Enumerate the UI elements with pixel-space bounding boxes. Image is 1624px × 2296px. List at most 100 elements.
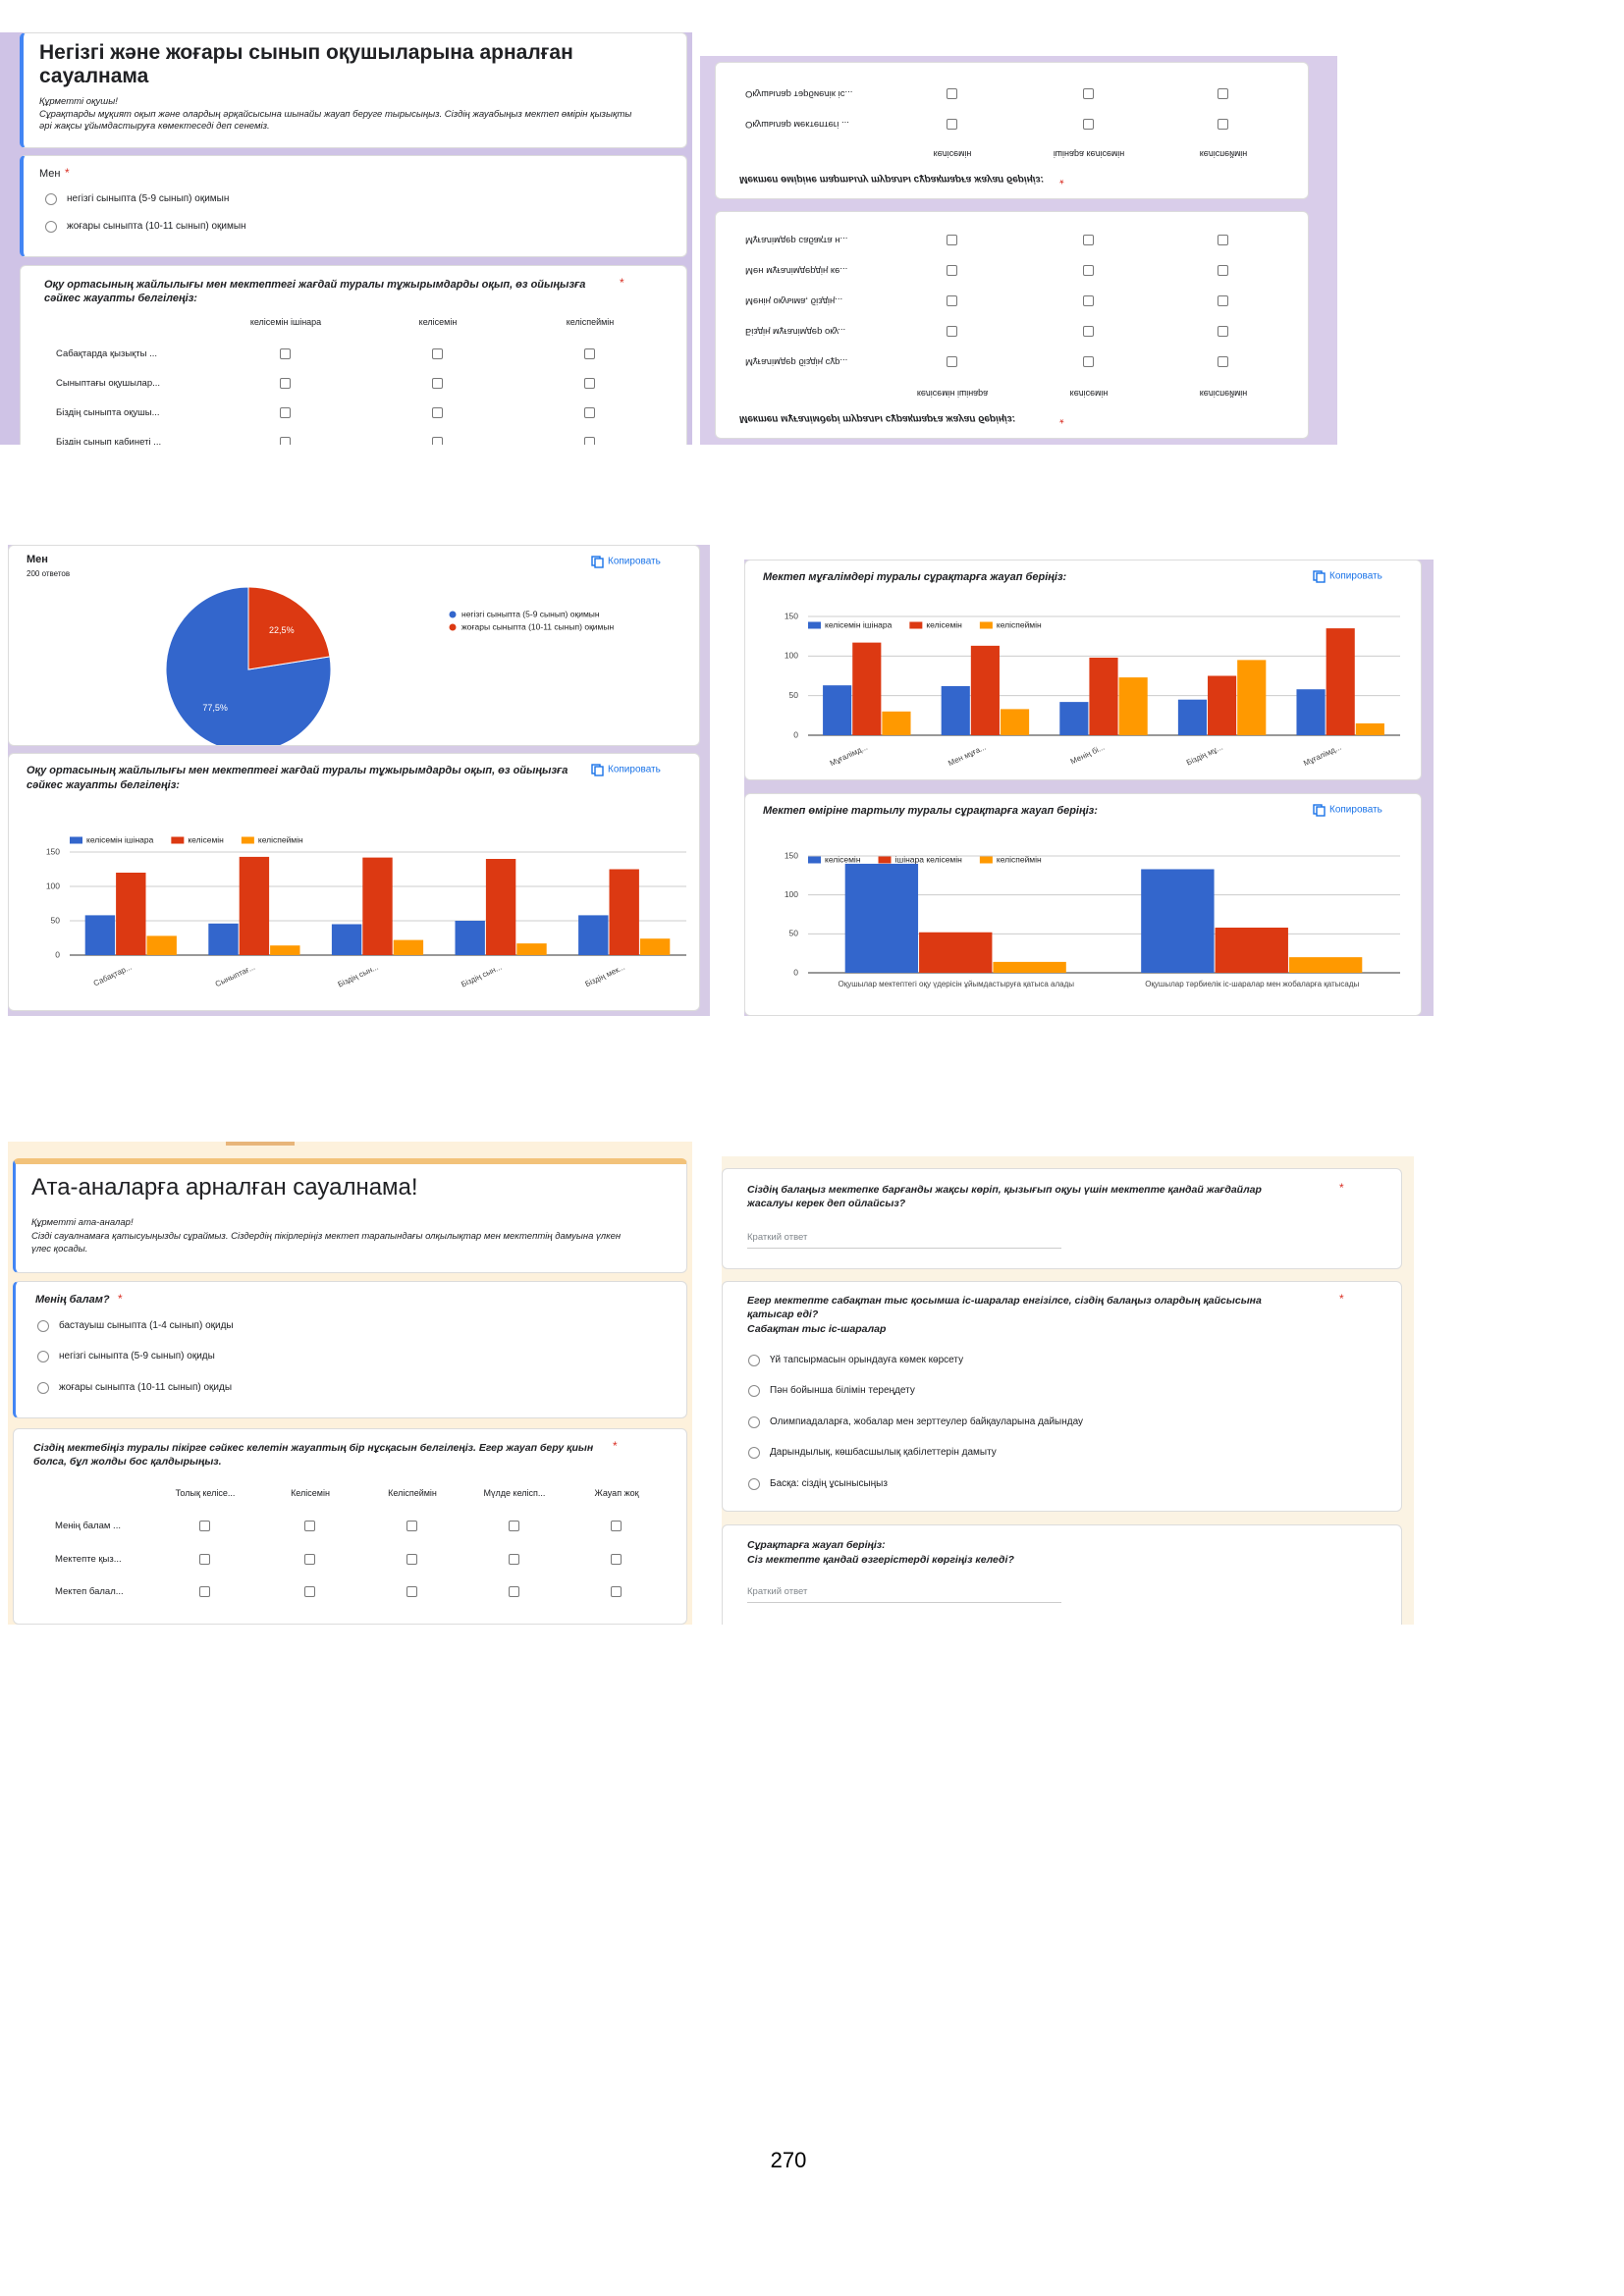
checkbox [1083,119,1094,130]
bar [455,921,485,955]
legend-marker [171,836,185,844]
option-label: Басқа: сіздің ұсынысыңыз [770,1478,888,1489]
bar [852,642,882,735]
checkbox [280,378,291,389]
chart-subtitle: 200 ответов [27,569,71,578]
greeting: Құрметті оқушы! [39,96,118,107]
legend-label: жоғары сыныпта (10-11 сынып) оқимын [461,621,614,631]
radio-button [37,1320,49,1332]
form-card: Мен * негізгі сыныпта (5-9 сынып) оқимын жо… [20,155,687,257]
question-label: Сіздің балаңыз мектепке барғанды жақсы к… [747,1184,1262,1209]
bar [116,873,146,955]
row-label: Оқушылар мектептегі ... [745,119,849,130]
data-label: 77,5% [202,703,228,713]
option-label: жоғары сыныпта (10-11 сынып) оқимын [67,221,246,232]
form-card: Оқу ортасының жайлылығы мен мектептегі ж… [20,265,687,445]
bar [993,961,1066,973]
question-subtitle: Сабақтан тыс іс-шаралар [747,1323,887,1335]
x-tick-label: Біздің сын... [337,963,380,989]
y-tick-label: 50 [51,915,61,925]
checkbox [1218,235,1228,245]
bar [1215,927,1288,973]
checkbox [280,407,291,418]
bar [1177,699,1208,735]
y-tick-label: 0 [793,729,798,739]
screenshot: Копировать 0 50 100 150 келісемін ішінара келі… [744,560,1434,1016]
option-label: негізгі сыныпта (5-9 сынып) оқиды [59,1351,215,1362]
question-label: Мен [39,168,61,180]
checkbox [509,1586,519,1597]
option-label: Үй тапсырмасын орындауға көмек көрсету [770,1355,964,1365]
checkbox [304,1553,315,1565]
copy-icon [1316,572,1326,583]
column-label: келісемін ішінара [916,389,989,399]
bar [1288,957,1363,973]
copy-button[interactable]: Копировать [608,557,661,567]
y-tick-label: 0 [55,949,60,959]
y-tick-label: 150 [46,846,60,856]
chart-title: Мектеп өміріне тартылу туралы сұрақтарға… [763,805,1098,817]
bar [270,945,300,955]
description: Сұрақтарды мұқият оқып және олардың әрқа… [39,109,632,132]
checkbox [947,235,957,245]
bar [823,685,852,735]
checkbox [304,1586,315,1597]
row-label: Мұғалімдер біздің сұр... [745,356,848,367]
radio-button [748,1355,760,1366]
bar [516,943,547,955]
checkbox [947,295,957,306]
copy-button[interactable]: Копировать [608,765,661,775]
radio-button [748,1416,760,1428]
checkbox [199,1586,210,1597]
x-tick-label: Сабақтар... [92,963,134,988]
checkbox [1083,88,1094,99]
column-label: Келісемін [291,1488,330,1498]
checkbox [947,326,957,337]
required-mark: * [1339,1292,1344,1306]
checkbox [947,265,957,276]
row-label: Біздің сыныпта оқушы... [56,407,160,418]
radio-button [37,1382,49,1394]
row-label: Оқушылар тәрбиелік іс... [745,88,853,99]
checkbox [280,348,291,359]
legend-label: келіспеймін [258,834,303,844]
greeting: Құрметті ата-аналар! [31,1217,134,1228]
chart: Копировать 77,5% негізгі сыныпта (5-9 сыны… [165,556,661,745]
checkbox [1083,235,1094,245]
form-card: Сіздің балаңыз мектепке барғанды жақсы к… [722,1168,1402,1269]
question-label: Мектеп өміріне тартылу туралы сұрақтарға… [739,174,1044,185]
checkbox [406,1521,417,1531]
bar [208,923,239,955]
form-card: Копировать 0 50 100 150 келісемін ішінара келі… [744,793,1422,1016]
checkbox [584,407,595,418]
required-mark: * [1339,1181,1344,1195]
column-label: келісемін ішінара [249,317,322,327]
row-label: Мектеп балал... [55,1586,124,1597]
y-tick-label: 0 [793,967,798,977]
y-tick-label: 50 [789,929,799,938]
radio-button [45,221,57,233]
checkbox [432,437,443,445]
row-label: Мектепте қыз... [55,1553,122,1565]
option-label: бастауыш сыныпта (1-4 сынып) оқиды [59,1320,234,1331]
y-tick-label: 100 [46,881,60,890]
bar [882,711,911,735]
legend-marker [979,856,993,864]
bar [393,939,424,955]
radio-button [45,193,57,205]
checkbox [1083,326,1094,337]
copy-button[interactable]: Копировать [1329,571,1382,582]
copy-button[interactable]: Копировать [1329,805,1382,816]
form-card: Сұрақтарға жауап беріңіз: Сіз мектепте қа… [722,1524,1402,1625]
pie-slice [247,586,331,670]
bar [1059,702,1089,735]
option-label: Пән бойынша білімін тереңдету [770,1385,915,1396]
legend-marker [979,621,993,629]
checkbox [432,378,443,389]
row-label: Менің оқуыма, біздің... [745,295,843,306]
screenshot: Копировать 77,5% негізгі сыныпта (5-9 сыны… [8,545,710,1016]
question-label: Оқу ортасының жайлылығы мен мектептегі ж… [44,279,586,304]
bar [485,859,516,955]
form-card: Менің балам? * бастауыш сыныпта (1-4 сынып… [13,1281,687,1418]
